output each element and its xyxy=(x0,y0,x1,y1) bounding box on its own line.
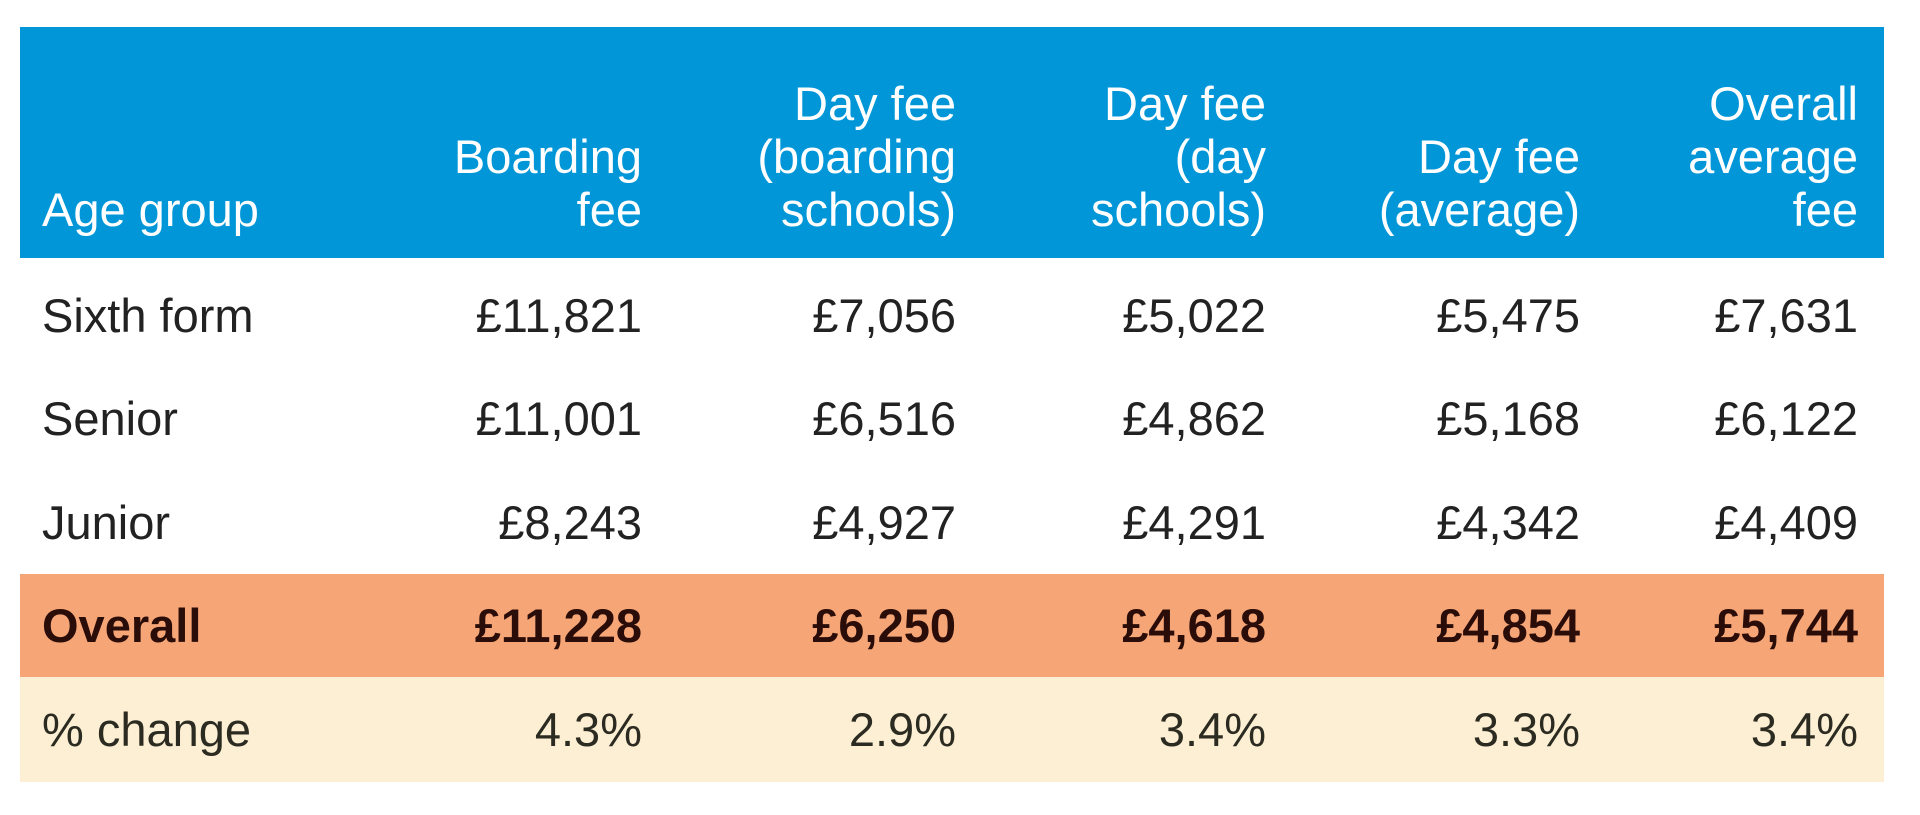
cell-age-group: Sixth form xyxy=(42,288,254,342)
cell: £4,618 xyxy=(1122,599,1266,652)
table-row: Sixth form £11,821 £7,056 £5,022 £5,475 … xyxy=(20,258,1884,366)
cell: £4,927 xyxy=(812,495,956,549)
cell: 2.9% xyxy=(848,703,956,756)
cell: £8,243 xyxy=(498,495,642,549)
table-row: Junior £8,243 £4,927 £4,291 £4,342 £4,40… xyxy=(20,470,1884,574)
cell-age-group: Junior xyxy=(42,495,171,549)
cell: £6,516 xyxy=(812,391,956,445)
cell: £11,228 xyxy=(474,599,642,652)
header-age-group: Age group xyxy=(42,183,259,236)
cell: £4,342 xyxy=(1436,495,1580,549)
cell: 3.3% xyxy=(1472,703,1580,756)
cell: £11,001 xyxy=(475,391,642,445)
fees-table: Age group Boarding fee Day fee (boarding sc… xyxy=(20,27,1884,782)
cell: £4,854 xyxy=(1436,599,1580,652)
cell: £7,631 xyxy=(1714,288,1858,342)
cell: £5,022 xyxy=(1122,288,1266,342)
header-day-fee-average: Day fee (average) xyxy=(1378,130,1580,236)
table-header: Age group Boarding fee Day fee (boarding sc… xyxy=(20,27,1884,258)
cell: £5,744 xyxy=(1714,599,1858,652)
cell-age-group: Overall xyxy=(42,599,202,652)
cell: £5,168 xyxy=(1436,391,1580,445)
cell: £7,056 xyxy=(812,288,956,342)
cell: £4,291 xyxy=(1122,495,1266,549)
cell-age-group: Senior xyxy=(42,391,178,445)
cell: £4,862 xyxy=(1122,391,1266,445)
cell: 3.4% xyxy=(1750,703,1858,756)
header-boarding-fee: Boarding fee xyxy=(453,130,642,236)
cell: £11,821 xyxy=(475,288,642,342)
cell: £4,409 xyxy=(1714,495,1858,549)
cell: £6,122 xyxy=(1714,391,1858,445)
percent-change-row: % change 4.3% 2.9% 3.4% 3.3% 3.4% xyxy=(20,677,1884,782)
cell: £5,475 xyxy=(1436,288,1580,342)
cell: £6,250 xyxy=(812,599,956,652)
header-overall-average: Overall average fee xyxy=(1688,77,1858,236)
cell: 3.4% xyxy=(1158,703,1266,756)
cell-age-group: % change xyxy=(42,703,252,756)
header-day-fee-boarding: Day fee (boarding schools) xyxy=(757,77,956,236)
table-row: Senior £11,001 £6,516 £4,862 £5,168 £6,1… xyxy=(20,366,1884,470)
header-day-fee-day: Day fee (day schools) xyxy=(1090,77,1266,236)
cell: 4.3% xyxy=(534,703,642,756)
overall-row: Overall £11,228 £6,250 £4,618 £4,854 £5,… xyxy=(20,574,1884,677)
